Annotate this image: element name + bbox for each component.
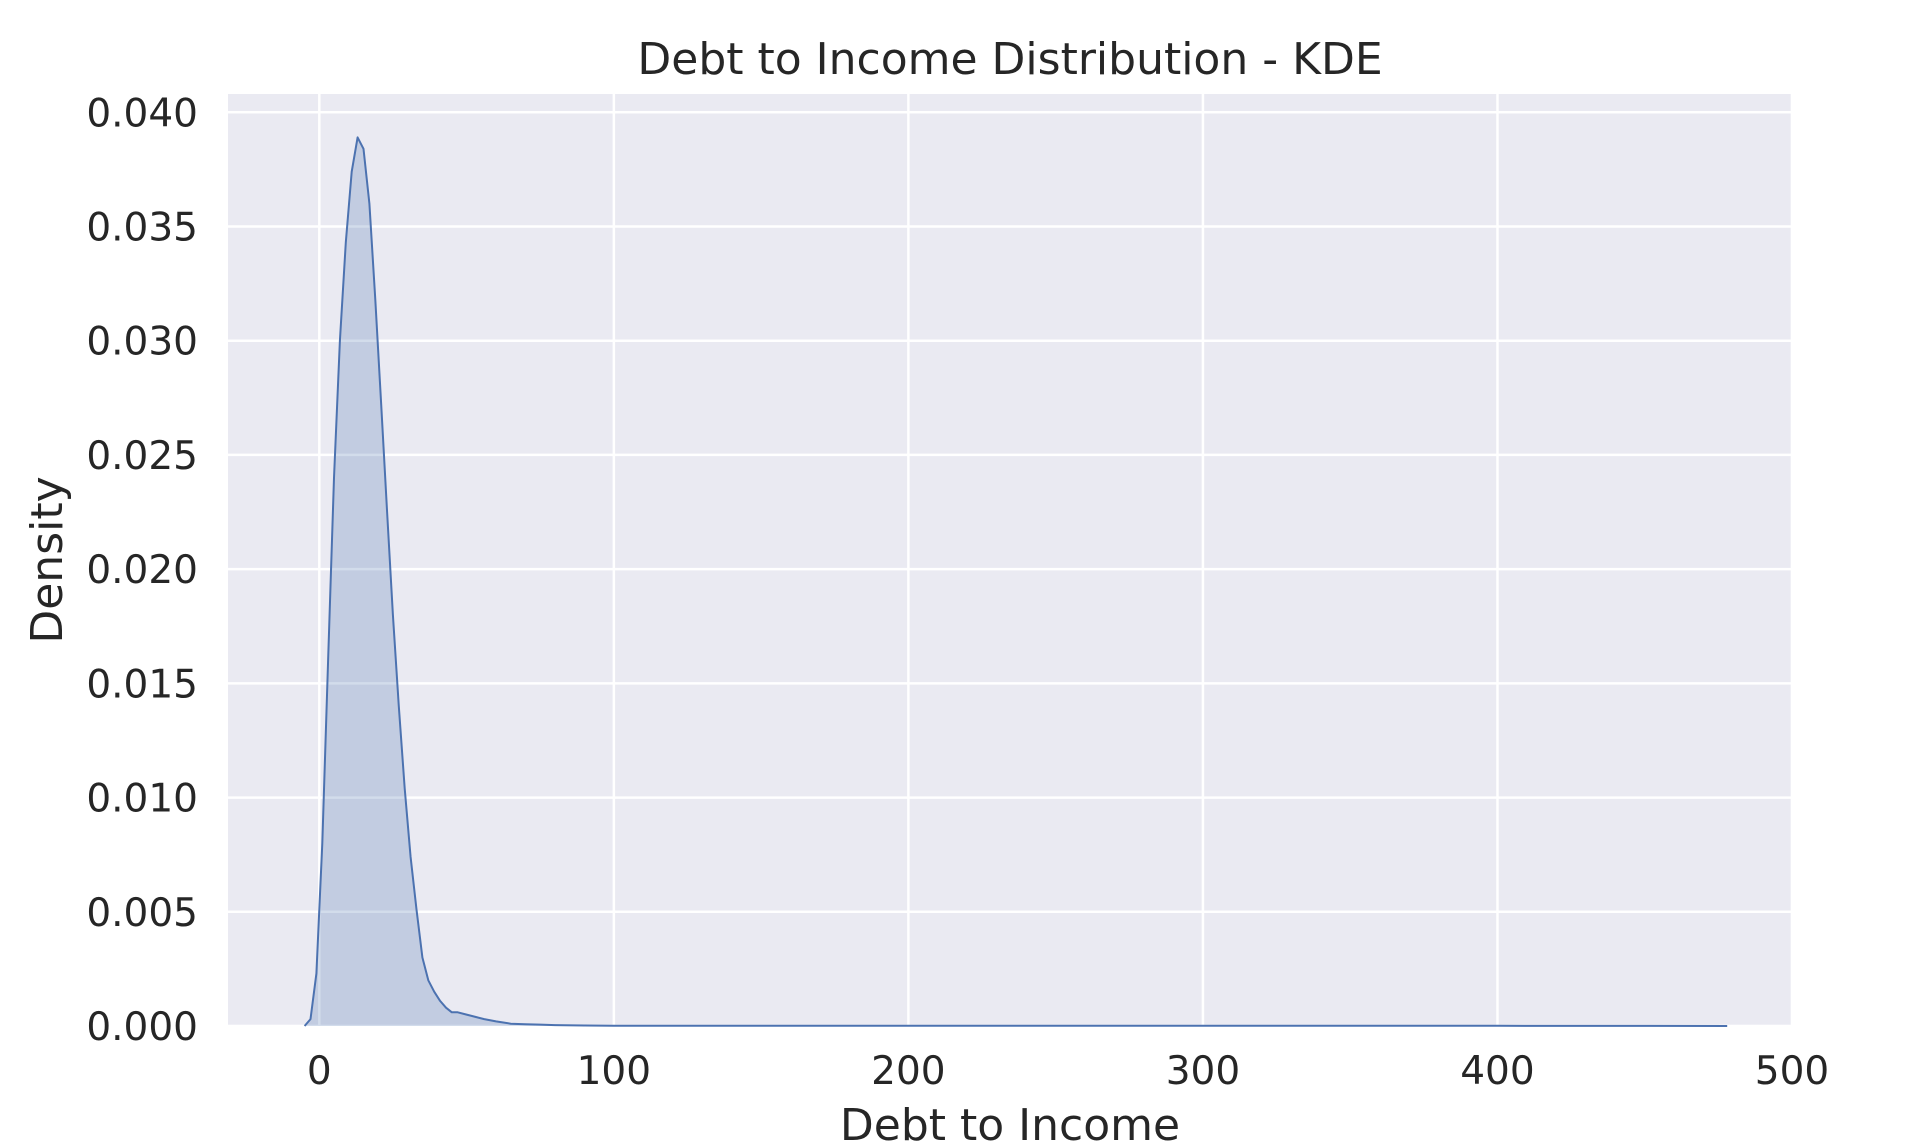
x-tick-label: 500 xyxy=(1755,1049,1829,1094)
x-tick-label: 300 xyxy=(1166,1049,1240,1094)
y-tick-label: 0.030 xyxy=(86,320,198,365)
y-tick-label: 0.005 xyxy=(86,891,198,936)
y-tick-label: 0.020 xyxy=(86,548,198,593)
y-axis-label: Density xyxy=(22,476,73,643)
x-tick-label: 100 xyxy=(577,1049,651,1094)
x-tick-label: 400 xyxy=(1460,1049,1534,1094)
y-tick-label: 0.025 xyxy=(86,434,198,479)
plot-background xyxy=(228,94,1792,1026)
grid-lines xyxy=(228,94,1794,1028)
y-axis-ticks: 0.000 0.005 0.010 0.015 0.020 0.025 0.030 0.035… xyxy=(86,91,198,1050)
data-layer xyxy=(303,136,1728,1027)
y-tick-label: 0.015 xyxy=(86,662,198,707)
y-tick-label: 0.040 xyxy=(86,91,198,136)
kde-line xyxy=(303,136,1728,1027)
chart-title: Debt to Income Distribution - KDE xyxy=(637,34,1382,85)
x-tick-label: 0 xyxy=(307,1049,332,1094)
y-tick-label: 0.035 xyxy=(86,205,198,250)
y-tick-label: 0.010 xyxy=(86,777,198,822)
x-axis-label: Debt to Income xyxy=(840,1100,1180,1148)
x-axis-ticks: 0 100 200 300 400 500 xyxy=(307,1049,1829,1094)
y-tick-label: 0.000 xyxy=(86,1005,198,1050)
x-tick-label: 200 xyxy=(871,1049,945,1094)
